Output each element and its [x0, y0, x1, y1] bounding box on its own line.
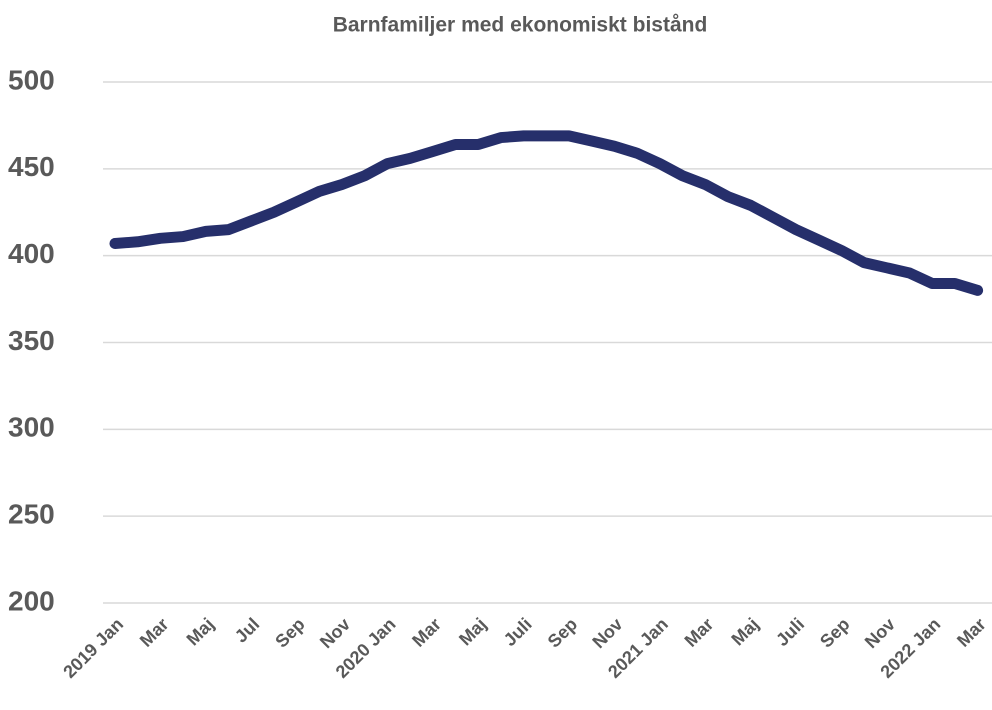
x-tick-label: Nov: [861, 614, 899, 652]
x-tick-label: Mar: [681, 614, 718, 651]
y-tick-label: 250: [8, 499, 55, 530]
x-tick-label: Sep: [271, 614, 308, 651]
x-tick-label: 2019 Jan: [59, 614, 127, 682]
y-tick-label: 400: [8, 238, 55, 269]
x-tick-label: Juli: [500, 614, 536, 650]
x-tick-label: Maj: [455, 614, 490, 649]
x-tick-label: Mar: [408, 614, 445, 651]
x-tick-label: Nov: [316, 614, 354, 652]
x-tick-label: Mar: [953, 614, 990, 651]
x-tick-label: Jul: [231, 614, 264, 647]
x-tick-label: Juli: [772, 614, 808, 650]
x-tick-label: Sep: [544, 614, 581, 651]
x-tick-label: Sep: [816, 614, 853, 651]
x-tick-label: Nov: [588, 614, 626, 652]
series-line: [109, 130, 984, 296]
y-tick-label: 200: [8, 585, 55, 616]
chart-title: Barnfamiljer med ekonomiskt bistånd: [333, 14, 708, 37]
x-tick-label: Maj: [183, 614, 218, 649]
x-tick-label: Mar: [136, 614, 173, 651]
y-tick-label: 300: [8, 412, 55, 443]
y-tick-label: 350: [8, 325, 55, 356]
x-tick-label: Maj: [727, 614, 762, 649]
y-tick-label: 500: [8, 64, 55, 95]
y-tick-label: 450: [8, 151, 55, 182]
